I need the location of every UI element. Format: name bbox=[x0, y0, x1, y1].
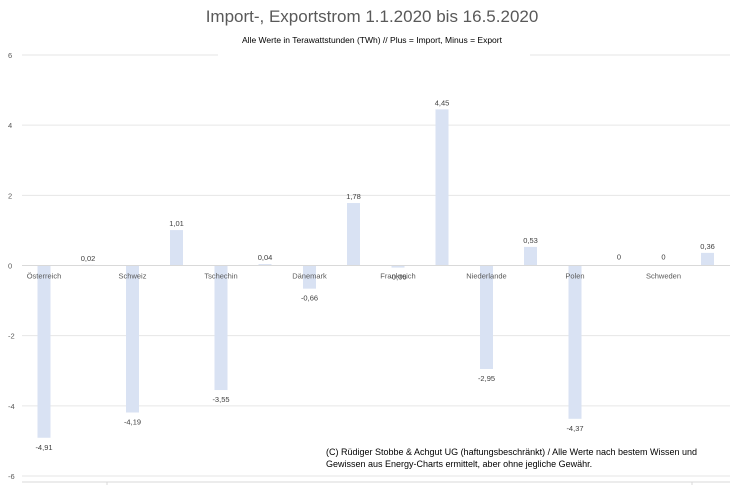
category-labels: Österreich Schweiz Tschechin Dänemark Frankr… bbox=[27, 272, 681, 281]
chart-subtitle: Alle Werte in Terawattstunden (TWh) // P… bbox=[242, 35, 503, 45]
footnote-line-2: Gewissen aus Energy-Charts ermittelt, ab… bbox=[326, 459, 592, 469]
bar bbox=[347, 203, 360, 266]
y-tick-label: 4 bbox=[8, 121, 12, 130]
y-tick-label: 0 bbox=[8, 262, 12, 271]
data-label: 0,02 bbox=[81, 254, 96, 263]
y-axis-ticks: -6 -4 -2 0 2 4 6 bbox=[8, 51, 15, 481]
data-label: -2,95 bbox=[478, 374, 495, 383]
bar bbox=[480, 265, 493, 369]
data-label: -4,19 bbox=[124, 417, 141, 426]
footnote-line-1: (C) Rüdiger Stobbe & Achgut UG (haftungs… bbox=[326, 447, 697, 457]
data-label: -0,66 bbox=[301, 294, 318, 303]
y-tick-label: -2 bbox=[8, 332, 15, 341]
category-label: Schweden bbox=[646, 272, 681, 281]
data-label: 0 bbox=[617, 253, 621, 262]
subtitle-background bbox=[218, 30, 530, 56]
data-label: 0 bbox=[661, 253, 665, 262]
data-label: 1,78 bbox=[346, 192, 361, 201]
bar bbox=[701, 252, 714, 266]
footnote-background bbox=[320, 443, 720, 473]
data-labels: -4,91 0,02 -4,19 1,01 -3,55 0,04 -0,66 1,78 -0,0… bbox=[35, 98, 714, 451]
y-tick-label: 6 bbox=[8, 51, 12, 60]
bar bbox=[568, 265, 582, 419]
category-label: Niederlande bbox=[466, 272, 506, 281]
data-label: -4,91 bbox=[35, 443, 52, 452]
category-label: Schweiz bbox=[119, 272, 147, 281]
bar bbox=[258, 264, 272, 266]
category-label: Dänemark bbox=[292, 272, 327, 281]
chart-title: Import-, Exportstrom 1.1.2020 bis 16.5.2… bbox=[206, 7, 539, 26]
category-label: Tschechin bbox=[204, 272, 237, 281]
data-label: -3,55 bbox=[212, 395, 229, 404]
category-label: Polen bbox=[565, 272, 584, 281]
category-label: Frankreich bbox=[380, 272, 415, 281]
bar bbox=[37, 265, 51, 438]
data-label: 1,01 bbox=[169, 219, 184, 228]
data-label: 0,04 bbox=[258, 253, 273, 262]
bar bbox=[391, 265, 405, 268]
y-tick-label: -6 bbox=[8, 472, 15, 481]
data-label: 0,53 bbox=[523, 236, 538, 245]
bar bbox=[435, 109, 449, 266]
data-label: -4,37 bbox=[566, 424, 583, 433]
bar bbox=[214, 265, 228, 391]
y-tick-label: 2 bbox=[8, 191, 12, 200]
data-label: 4,45 bbox=[435, 98, 450, 107]
bar bbox=[303, 265, 316, 289]
bars bbox=[37, 109, 714, 438]
data-label: 0,36 bbox=[700, 242, 715, 251]
data-label: -0,06 bbox=[389, 273, 406, 282]
bar bbox=[524, 246, 537, 266]
bar bbox=[126, 265, 139, 413]
category-label: Österreich bbox=[27, 272, 62, 281]
bar bbox=[170, 230, 183, 266]
y-tick-label: -4 bbox=[8, 402, 15, 411]
